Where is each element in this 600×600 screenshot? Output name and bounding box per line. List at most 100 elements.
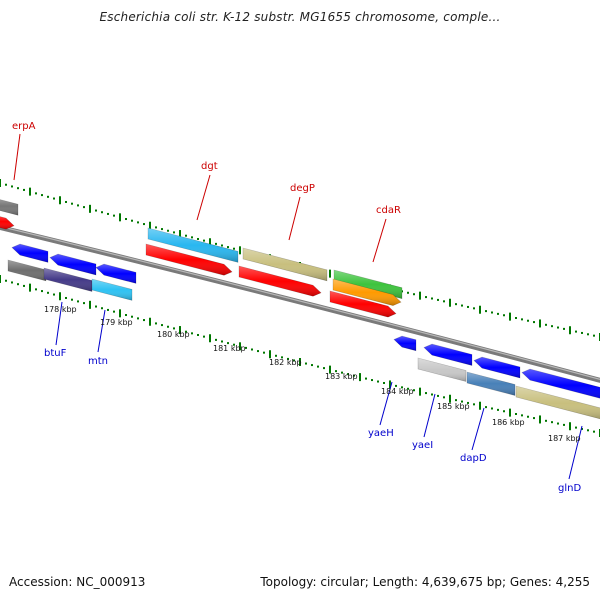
kbp-label-183: 183 kbp [325, 372, 358, 381]
tick-mark [569, 422, 571, 431]
gene-arrow-shade [467, 372, 515, 396]
tick-mark [5, 279, 7, 282]
gene-label-yaeH[interactable]: yaeH [368, 428, 394, 439]
tick-mark [593, 430, 595, 433]
tick-mark [533, 321, 535, 324]
kbp-label-184: 184 kbp [381, 387, 414, 396]
tick-mark [29, 187, 31, 196]
tick-mark [467, 305, 469, 308]
gene-label-dgt[interactable]: dgt [201, 161, 218, 172]
tick-mark [197, 237, 199, 240]
gene-arrow-shade [474, 357, 520, 378]
tick-mark [233, 343, 235, 346]
tick-mark [89, 204, 91, 213]
tick-mark [125, 314, 127, 317]
tick-mark [395, 384, 397, 387]
tick-mark [239, 246, 241, 255]
leader-line [196, 174, 211, 221]
tick-mark [167, 325, 169, 328]
tick-mark [131, 315, 133, 318]
tick-mark [449, 394, 451, 403]
gene-label-degP[interactable]: degP [290, 183, 315, 194]
tick-mark [305, 362, 307, 365]
gene-label-yaeI[interactable]: yaeI [412, 440, 433, 451]
tick-mark [455, 303, 457, 306]
gene-label-glnD[interactable]: glnD [558, 483, 581, 494]
gene-arrow-shade [44, 268, 92, 292]
tick-mark [119, 309, 121, 318]
tick-mark [263, 351, 265, 354]
gene-label-erpA[interactable]: erpA [12, 121, 36, 132]
tick-mark [317, 365, 319, 368]
gene-label-cdaR[interactable]: cdaR [376, 205, 401, 216]
tick-mark [149, 317, 151, 326]
gene-arrow-shade [243, 248, 327, 281]
tick-mark [95, 305, 97, 308]
tick-mark [47, 195, 49, 198]
tick-mark [407, 291, 409, 294]
tick-mark [167, 229, 169, 232]
gene-arrow-shade [394, 336, 416, 351]
tick-mark [299, 358, 301, 366]
tick-mark [539, 415, 541, 424]
gene-arrow-shade [0, 199, 18, 216]
tick-mark [323, 367, 325, 370]
tick-mark [497, 408, 499, 411]
leader-line [13, 133, 21, 181]
gene-arrow-shade [333, 279, 401, 306]
tick-mark [491, 311, 493, 314]
leader-line [471, 407, 485, 451]
tick-mark [149, 221, 151, 230]
tick-mark [467, 401, 469, 404]
gene-arrow-shade [424, 344, 472, 366]
leader-line [55, 301, 63, 346]
tick-mark [161, 324, 163, 327]
tick-mark [389, 380, 391, 389]
gene-label-btuF[interactable]: btuF [44, 348, 67, 359]
tick-mark [515, 412, 517, 415]
leader-line [379, 381, 393, 426]
gene-label-mtn[interactable]: mtn [88, 356, 108, 367]
tick-mark [155, 322, 157, 325]
tick-mark [557, 422, 559, 425]
tick-mark [581, 427, 583, 430]
tick-mark [575, 426, 577, 429]
outer-tick-track-top [0, 179, 600, 341]
tick-mark [227, 246, 229, 249]
tick-mark [341, 371, 343, 374]
kbp-label-185: 185 kbp [437, 402, 470, 411]
tick-mark [101, 307, 103, 310]
tick-mark [365, 377, 367, 380]
tick-mark [17, 187, 19, 190]
tick-mark [179, 326, 181, 335]
tick-mark [143, 319, 145, 322]
tick-mark [239, 342, 241, 351]
label-leader-lines [13, 133, 583, 480]
gene-arrow-shade [418, 358, 466, 382]
tick-mark [77, 204, 79, 207]
tick-mark [125, 218, 127, 221]
tick-mark [473, 307, 475, 310]
tick-mark [443, 396, 445, 399]
gene-arrow-shade [0, 216, 14, 230]
tick-mark [509, 312, 511, 321]
tick-mark [335, 370, 337, 373]
tick-mark [185, 330, 187, 333]
tick-mark [575, 330, 577, 333]
tick-mark [77, 300, 79, 303]
tick-mark [437, 298, 439, 301]
tick-mark [443, 300, 445, 303]
tick-mark [119, 213, 121, 222]
tick-mark [173, 231, 175, 234]
gene-label-dapD[interactable]: dapD [460, 453, 487, 464]
tick-mark [155, 226, 157, 229]
tick-mark [581, 331, 583, 334]
tick-mark [269, 350, 271, 359]
tick-mark [71, 202, 73, 205]
tick-mark [83, 302, 85, 305]
tick-mark [419, 291, 421, 300]
kbp-label-181: 181 kbp [213, 344, 246, 353]
leader-line [288, 196, 301, 241]
tick-mark [503, 410, 505, 413]
